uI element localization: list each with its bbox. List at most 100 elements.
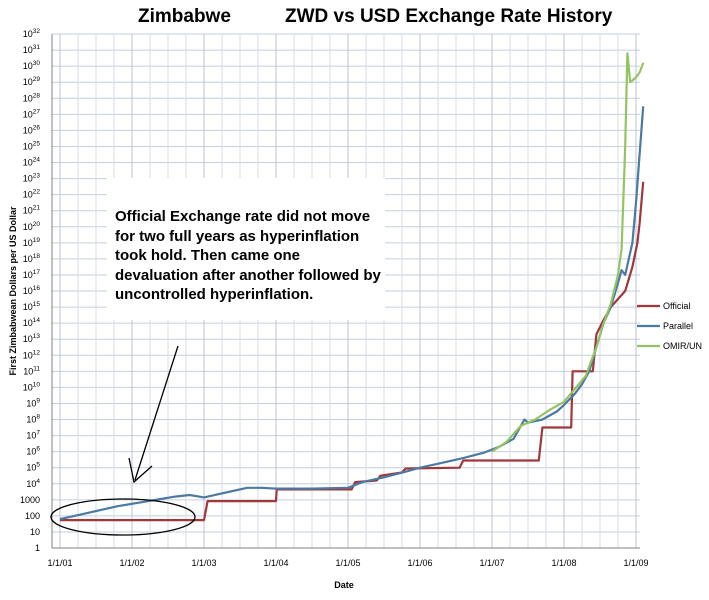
y-tick-base: 10 (30, 527, 40, 537)
y-tick-label: 105 (26, 462, 40, 473)
annotation-box (107, 178, 385, 320)
y-tick-exponent: 27 (33, 108, 41, 115)
chart-title-country: Zimbabwe (138, 6, 231, 27)
y-tick-label: 1031 (23, 44, 41, 55)
y-tick-label: 1018 (23, 253, 41, 264)
y-tick-exponent: 31 (33, 44, 41, 51)
y-tick-base: 10 (23, 61, 33, 71)
y-tick-label: 109 (26, 397, 40, 408)
x-tick-label: 1/1/04 (263, 558, 288, 568)
y-tick-base: 10 (23, 45, 33, 55)
y-tick-exponent: 4 (36, 478, 40, 485)
y-tick-label: 1028 (23, 92, 41, 103)
y-tick-label: 1024 (23, 157, 41, 168)
y-tick-base: 10 (26, 431, 36, 441)
chart-legend: Official Parallel OMIR/UN (637, 301, 702, 351)
y-tick-base: 1 (35, 543, 40, 553)
y-tick-exponent: 25 (33, 140, 41, 147)
x-tick-label: 1/1/02 (119, 558, 144, 568)
x-tick-label: 1/1/09 (623, 558, 648, 568)
y-tick-base: 10 (23, 190, 33, 200)
y-tick-base: 10 (23, 350, 33, 360)
y-tick-label: 100 (25, 511, 40, 521)
y-tick-label: 10 (30, 527, 40, 537)
y-tick-exponent: 5 (36, 462, 40, 469)
y-tick-base: 10 (23, 382, 33, 392)
y-tick-base: 10 (23, 334, 33, 344)
y-tick-base: 10 (26, 463, 36, 473)
y-tick-label: 107 (26, 430, 40, 441)
x-tick-label: 1/1/06 (407, 558, 432, 568)
y-tick-base: 10 (26, 479, 36, 489)
y-tick-exponent: 9 (36, 397, 40, 404)
y-tick-exponent: 21 (33, 205, 41, 212)
series-line-parallel (59, 106, 645, 521)
y-tick-label: 1 (35, 543, 40, 553)
y-tick-label: 1013 (23, 333, 41, 344)
y-tick-base: 10 (23, 270, 33, 280)
y-tick-label: 1019 (23, 237, 41, 248)
y-tick-label: 104 (26, 478, 40, 489)
y-tick-base: 10 (23, 93, 33, 103)
y-tick-label: 1032 (23, 28, 41, 39)
y-tick-exponent: 32 (33, 28, 41, 35)
y-tick-exponent: 26 (33, 124, 41, 131)
y-tick-label: 1017 (23, 269, 41, 280)
pointer-arrow-head (128, 457, 153, 484)
y-tick-base: 1000 (20, 495, 40, 505)
x-tick-label: 1/1/08 (551, 558, 576, 568)
highlight-ellipse (50, 498, 196, 536)
y-axis-title: First Zimbabwean Dollars per US Dollar (8, 206, 18, 376)
legend-label: Parallel (663, 321, 693, 331)
y-tick-base: 10 (26, 447, 36, 457)
y-tick-label: 1026 (23, 124, 41, 135)
y-tick-base: 10 (23, 254, 33, 264)
y-tick-exponent: 6 (36, 446, 40, 453)
y-tick-base: 10 (23, 29, 33, 39)
y-tick-base: 10 (23, 238, 33, 248)
y-tick-exponent: 15 (33, 301, 41, 308)
y-tick-base: 10 (23, 366, 33, 376)
y-tick-label: 1027 (23, 108, 41, 119)
y-tick-label: 1022 (23, 189, 41, 200)
y-tick-base: 10 (23, 125, 33, 135)
series-line-omir-un (491, 52, 645, 453)
x-tick-label: 1/1/01 (47, 558, 72, 568)
y-tick-base: 10 (23, 206, 33, 216)
y-tick-label: 1029 (23, 76, 41, 87)
y-tick-exponent: 24 (33, 157, 41, 164)
y-tick-label: 1020 (23, 221, 41, 232)
y-tick-base: 100 (25, 511, 40, 521)
y-tick-exponent: 11 (33, 365, 40, 372)
y-tick-base: 10 (23, 286, 33, 296)
y-tick-label: 1010 (23, 381, 41, 392)
y-tick-exponent: 7 (36, 430, 40, 437)
x-tick-label: 1/1/05 (335, 558, 360, 568)
x-tick-label: 1/1/07 (479, 558, 504, 568)
y-tick-label: 1023 (23, 173, 41, 184)
y-tick-exponent: 12 (33, 349, 41, 356)
y-tick-exponent: 20 (33, 221, 41, 228)
y-tick-label: 106 (26, 446, 40, 457)
y-tick-label: 1014 (23, 317, 41, 328)
y-tick-exponent: 29 (33, 76, 41, 83)
y-tick-exponent: 14 (33, 317, 41, 324)
y-tick-exponent: 10 (33, 381, 41, 388)
y-tick-exponent: 17 (33, 269, 41, 276)
y-tick-exponent: 22 (33, 189, 41, 196)
y-tick-base: 10 (23, 302, 33, 312)
y-tick-exponent: 8 (36, 414, 40, 421)
y-tick-base: 10 (23, 158, 33, 168)
chart-title-main: ZWD vs USD Exchange Rate History (285, 6, 613, 27)
y-tick-label: 1021 (23, 205, 41, 216)
x-axis-ticks: 1/1/01 1/1/02 1/1/03 1/1/04 1/1/05 1/1/06 1/1/… (47, 558, 648, 568)
y-tick-exponent: 19 (33, 237, 41, 244)
y-tick-label: 1025 (23, 140, 41, 151)
y-tick-label: 1030 (23, 60, 41, 71)
y-tick-exponent: 23 (33, 173, 41, 180)
y-tick-base: 10 (23, 109, 33, 119)
y-tick-label: 1011 (23, 365, 40, 376)
y-axis-ticks: 1101001000104105106107108109101010111012… (20, 28, 40, 553)
y-tick-label: 1016 (23, 285, 41, 296)
